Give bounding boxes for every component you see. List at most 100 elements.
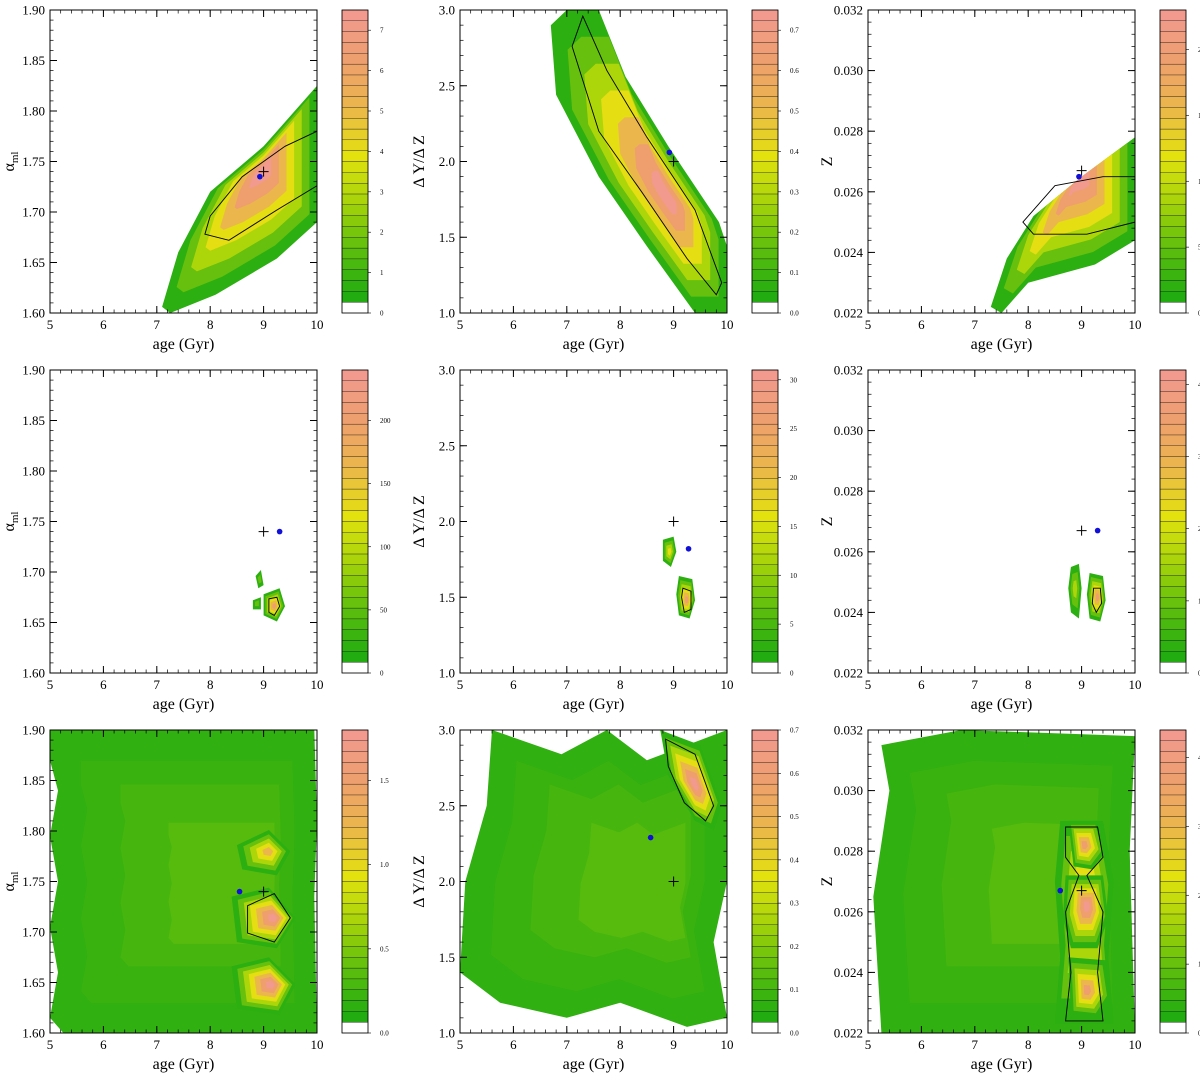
colorbar-band — [751, 651, 779, 663]
colorbar-tick-label: 0.3 — [790, 188, 799, 196]
colorbar-band — [751, 269, 779, 281]
colorbar-tick-label: 6 — [380, 67, 384, 75]
colorbar-tick-label: 50 — [380, 606, 388, 614]
colorbar-band — [1159, 762, 1187, 774]
colorbar-band — [341, 564, 369, 576]
colorbar-tick-label: 20 — [790, 474, 798, 482]
x-tick-label: 10 — [721, 317, 734, 332]
colorbar-frame — [751, 729, 779, 1034]
y-tick-label: 1.65 — [22, 255, 45, 270]
true-value-cross — [1076, 165, 1087, 176]
colorbar-band — [1159, 478, 1187, 490]
colorbar-band — [341, 215, 369, 227]
colorbar-band — [341, 881, 369, 893]
colorbar-band — [341, 586, 369, 598]
colorbar-tick-label: 1 — [380, 269, 384, 277]
colorbar-tick-label: 3000 — [1198, 453, 1200, 461]
colorbar-band — [1159, 532, 1187, 544]
y-tick-label: 1.70 — [22, 925, 45, 940]
colorbar-band — [1159, 42, 1187, 54]
x-axis-label: age (Gyr) — [563, 336, 625, 353]
plot-frame — [49, 369, 318, 674]
colorbar-band — [341, 423, 369, 436]
x-tick-label: 8 — [617, 1037, 624, 1052]
colorbar-band — [341, 859, 369, 871]
x-tick-label: 6 — [510, 317, 517, 332]
true-value-cross — [668, 156, 679, 167]
colorbar-band — [341, 989, 369, 1001]
colorbar-tick-label: 5 — [380, 108, 384, 116]
colorbar-band — [1159, 402, 1187, 414]
colorbar-band — [341, 237, 369, 249]
colorbar-band — [1159, 957, 1187, 969]
x-tick-label: 6 — [918, 317, 925, 332]
x-tick-label: 7 — [972, 317, 979, 332]
colorbar-band — [1159, 607, 1187, 620]
colorbar-band — [751, 9, 779, 21]
x-tick-label: 10 — [311, 317, 324, 332]
colorbar-band — [751, 280, 779, 292]
colorbar-band — [751, 946, 779, 958]
colorbar-tick-label: 0.2 — [790, 943, 799, 951]
confidence-contour — [665, 738, 715, 822]
colorbar-band — [1159, 391, 1187, 403]
true-value-cross — [1076, 525, 1087, 536]
x-tick-label: 10 — [721, 1037, 734, 1052]
x-tick-label: 8 — [617, 677, 624, 692]
panel-p33: 5 6 7 8 9 10 0.022 0.024 0.026 0.028 0.030 0.032 age… — [819, 723, 1200, 1074]
colorbar-band — [341, 118, 369, 130]
colorbar-tick-label: 7 — [380, 27, 384, 35]
colorbar-band — [341, 302, 369, 314]
y-tick-label: 1.0 — [439, 1026, 455, 1041]
colorbar-frame — [1159, 369, 1187, 674]
colorbar-band — [1159, 651, 1187, 663]
x-tick-label: 6 — [510, 677, 517, 692]
colorbar-band — [1159, 586, 1187, 598]
colorbar-band — [1159, 85, 1187, 97]
colorbar-tick-label: 200 — [380, 417, 391, 425]
colorbar-band — [341, 597, 369, 609]
y-axis-label: Δ Y/Δ Z — [411, 135, 428, 188]
x-tick-label: 6 — [100, 317, 107, 332]
colorbar-band — [751, 935, 779, 947]
y-tick-label: 1.70 — [22, 565, 45, 580]
colorbar-band — [751, 542, 779, 555]
colorbar-band — [1159, 564, 1187, 576]
best-fit-dot — [1057, 887, 1064, 894]
y-tick-label: 1.65 — [22, 615, 45, 630]
colorbar-band — [1159, 258, 1187, 270]
y-tick-label: 1.90 — [22, 3, 45, 18]
y-tick-label: 1.85 — [22, 413, 45, 428]
y-tick-label: 1.85 — [22, 53, 45, 68]
x-tick-label: 9 — [670, 677, 677, 692]
colorbar-band — [751, 510, 779, 522]
y-tick-label: 0.030 — [834, 423, 863, 438]
colorbar-band — [751, 859, 779, 871]
colorbar-band — [341, 226, 369, 238]
x-tick-label: 10 — [1129, 1037, 1142, 1052]
colorbar-band — [751, 662, 779, 674]
contour-level — [272, 603, 277, 609]
colorbar-band — [751, 978, 779, 990]
colorbar-band — [1159, 805, 1187, 817]
colorbar-band — [751, 838, 779, 850]
panel-p21: 5 6 7 8 9 10 1.60 1.65 1.70 1.75 1.80 1.85 1.90 age (… — [1, 363, 391, 714]
colorbar-tick-label: 30 — [790, 376, 798, 384]
contour-level — [690, 776, 699, 791]
colorbar-band — [751, 215, 779, 227]
colorbar-p11: 0 1 2 3 4 5 6 7 — [341, 9, 384, 318]
y-tick-label: 0.032 — [834, 3, 863, 18]
y-tick-label: 1.75 — [22, 874, 45, 889]
colorbar-band — [1159, 150, 1187, 162]
colorbar-band — [751, 161, 779, 173]
colorbar-band — [341, 434, 369, 446]
colorbar-tick-label: 10 — [1198, 961, 1200, 969]
colorbar-band — [751, 20, 779, 32]
best-fit-dot — [1094, 527, 1101, 534]
x-tick-label: 9 — [260, 1037, 267, 1052]
x-tick-label: 9 — [260, 677, 267, 692]
colorbar-band — [751, 63, 779, 76]
colorbar-band — [751, 1011, 779, 1023]
colorbar-band — [1159, 107, 1187, 119]
x-tick-label: 6 — [100, 677, 107, 692]
